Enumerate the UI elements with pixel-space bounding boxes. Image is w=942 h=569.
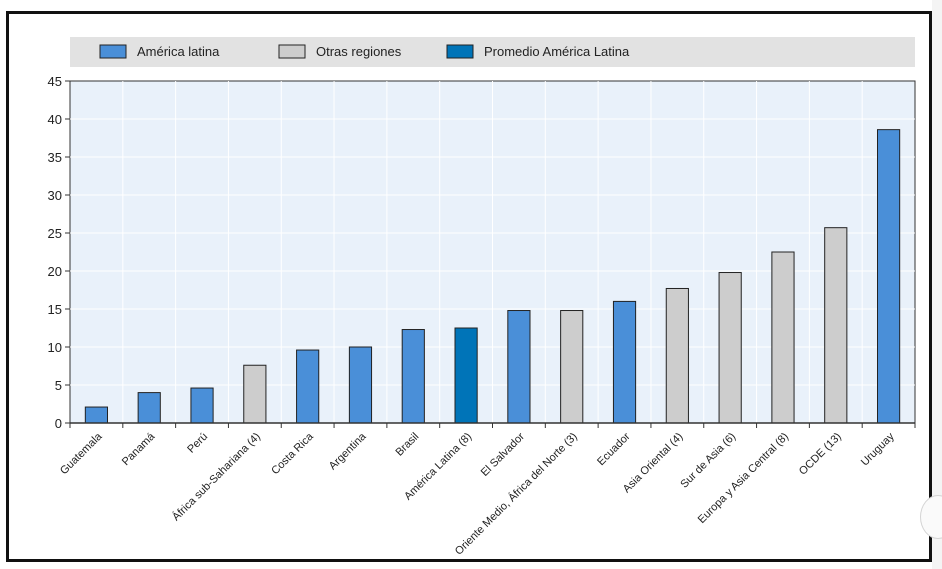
legend-swatch-avg [446,44,474,59]
x-tick-label: Europa y Asia Central (8) [696,431,791,526]
y-tick-label: 35 [48,150,62,165]
x-tick-label: Costa Rica [269,430,316,477]
y-tick-label: 0 [55,416,62,431]
y-tick-label: 20 [48,264,62,279]
legend-label-other: Otras regiones [316,44,402,59]
legend-label-latam: América latina [137,44,220,59]
legend-swatch-other [278,44,306,59]
bar [84,406,108,424]
y-tick-label: 5 [55,378,62,393]
x-tick-label: Brasil [393,431,421,459]
x-tick-label: Panamá [120,430,158,468]
bar [296,349,320,424]
bar [718,272,742,424]
window-edge [932,0,942,569]
x-tick-label: El Salvador [479,430,527,478]
x-tick-label: Guatemala [58,430,105,477]
legend-label-avg: Promedio América Latina [484,44,630,59]
bar [560,310,584,424]
y-tick-label: 15 [48,302,62,317]
y-tick-label: 30 [48,188,62,203]
x-tick-label: África sub-Sahariana (4) [169,430,263,524]
bar [190,387,214,424]
bar [243,364,267,424]
bar [824,227,848,424]
figure-frame: América latina Otras regiones Promedio Amé… [6,11,932,562]
bar [137,392,161,424]
y-tick-label: 45 [48,74,62,89]
bar [771,251,795,424]
x-tick-label: OCDE (13) [797,431,844,478]
x-tick-label: Uruguay [859,430,897,468]
y-tick-label: 10 [48,340,62,355]
x-tick-label: Sur de Asia (6) [678,431,738,491]
bar [665,287,689,424]
bar [612,300,637,424]
bar-chart: América latina Otras regiones Promedio Amé… [48,37,916,558]
bar [454,327,478,424]
x-tick-label: Ecuador [595,430,633,468]
bar [507,310,531,424]
y-tick-label: 40 [48,112,62,127]
legend-swatch-latam [99,44,127,59]
x-tick-label: Argentina [327,430,369,472]
legend-band [70,37,915,67]
bar [401,329,425,424]
bar [348,346,373,424]
bar [877,129,901,424]
x-tick-label: Perú [185,431,210,456]
y-tick-label: 25 [48,226,62,241]
